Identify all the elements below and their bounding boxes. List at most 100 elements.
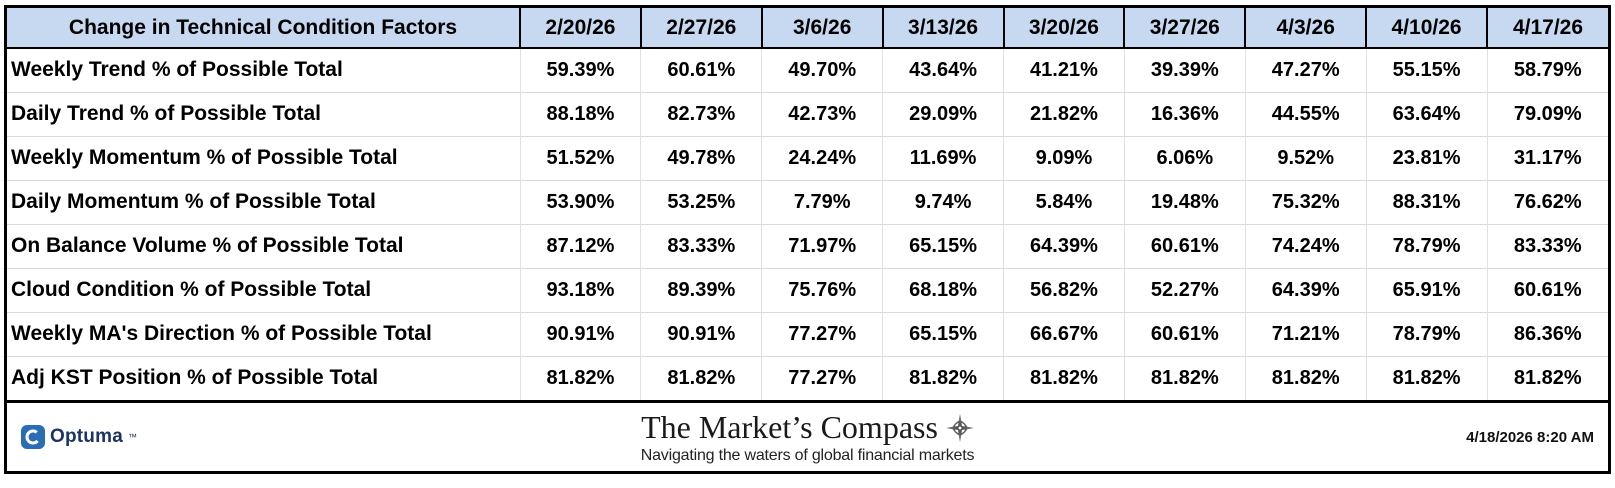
trademark-symbol: ™	[127, 432, 137, 442]
value-cell: 81.82%	[1123, 355, 1246, 400]
technical-condition-table: Change in Technical Condition Factors 2/…	[7, 8, 1608, 400]
value-cell: 9.74%	[882, 179, 1004, 224]
column-header-date: 4/3/26	[1244, 8, 1367, 49]
value-cell: 44.55%	[1244, 91, 1367, 136]
column-header-date: 3/20/26	[1002, 8, 1125, 49]
value-cell: 59.39%	[519, 48, 641, 92]
value-cell: 65.91%	[1365, 267, 1487, 312]
value-cell: 71.21%	[1244, 311, 1367, 356]
value-cell: 47.27%	[1244, 48, 1367, 92]
value-cell: 81.82%	[640, 355, 762, 400]
value-cell: 52.27%	[1123, 267, 1246, 312]
value-cell: 39.39%	[1123, 48, 1246, 92]
value-cell: 75.76%	[761, 267, 883, 312]
value-cell: 79.09%	[1486, 91, 1608, 136]
value-cell: 23.81%	[1365, 135, 1487, 180]
optuma-wordmark: Optuma	[50, 426, 123, 447]
value-cell: 65.15%	[882, 311, 1004, 356]
value-cell: 81.82%	[1365, 355, 1487, 400]
value-cell: 87.12%	[519, 223, 641, 268]
value-cell: 66.67%	[1003, 311, 1125, 356]
value-cell: 56.82%	[1003, 267, 1125, 312]
value-cell: 83.33%	[1486, 223, 1608, 268]
value-cell: 83.33%	[640, 223, 762, 268]
value-cell: 55.15%	[1365, 48, 1487, 92]
table-row: Weekly Trend % of Possible Total 59.39% 60…	[7, 48, 1608, 92]
value-cell: 51.52%	[519, 135, 641, 180]
value-cell: 90.91%	[519, 311, 641, 356]
column-header-date: 2/20/26	[519, 8, 641, 49]
table-row: Weekly MA's Direction % of Possible Tota…	[7, 311, 1608, 356]
footer-tagline: Navigating the waters of global financia…	[640, 447, 975, 464]
value-cell: 78.79%	[1365, 311, 1487, 356]
value-cell: 24.24%	[761, 135, 883, 180]
value-cell: 60.61%	[1123, 311, 1246, 356]
value-cell: 49.70%	[761, 48, 883, 92]
value-cell: 86.36%	[1486, 311, 1608, 356]
row-label: Cloud Condition % of Possible Total	[7, 267, 520, 312]
value-cell: 71.97%	[761, 223, 883, 268]
row-label: On Balance Volume % of Possible Total	[7, 223, 520, 268]
value-cell: 41.21%	[1003, 48, 1125, 92]
value-cell: 74.24%	[1244, 223, 1367, 268]
value-cell: 49.78%	[640, 135, 762, 180]
value-cell: 63.64%	[1365, 91, 1487, 136]
value-cell: 64.39%	[1244, 267, 1367, 312]
table-row: Weekly Momentum % of Possible Total 51.52…	[7, 135, 1608, 180]
optuma-logo: Optuma ™	[21, 425, 321, 449]
footer-center: The Market’s Compass Navigating the wate…	[321, 409, 1294, 465]
value-cell: 64.39%	[1003, 223, 1125, 268]
table-row: Adj KST Position % of Possible Total 81.8…	[7, 355, 1608, 400]
compass-rose-icon	[945, 413, 974, 442]
value-cell: 31.17%	[1486, 135, 1608, 180]
table-title: Change in Technical Condition Factors	[7, 8, 520, 49]
table-row: Cloud Condition % of Possible Total 93.18…	[7, 267, 1608, 312]
row-label: Weekly Momentum % of Possible Total	[7, 135, 520, 180]
value-cell: 53.90%	[519, 179, 641, 224]
row-label: Adj KST Position % of Possible Total	[7, 355, 520, 400]
row-label: Weekly MA's Direction % of Possible Tota…	[7, 311, 520, 356]
value-cell: 81.82%	[1003, 355, 1125, 400]
value-cell: 29.09%	[882, 91, 1004, 136]
value-cell: 9.52%	[1244, 135, 1367, 180]
value-cell: 6.06%	[1123, 135, 1246, 180]
table-row: Daily Trend % of Possible Total 88.18% 82.…	[7, 91, 1608, 136]
value-cell: 16.36%	[1123, 91, 1246, 136]
value-cell: 82.73%	[640, 91, 762, 136]
value-cell: 88.31%	[1365, 179, 1487, 224]
value-cell: 90.91%	[640, 311, 762, 356]
table-row: Daily Momentum % of Possible Total 53.90%…	[7, 179, 1608, 224]
value-cell: 58.79%	[1486, 48, 1608, 92]
column-header-date: 4/17/26	[1486, 8, 1608, 49]
row-label: Daily Momentum % of Possible Total	[7, 179, 520, 224]
footer: Optuma ™ The Market’s Compass Navigating…	[7, 400, 1608, 471]
value-cell: 68.18%	[882, 267, 1004, 312]
row-label: Weekly Trend % of Possible Total	[7, 48, 520, 92]
value-cell: 65.15%	[882, 223, 1004, 268]
table-row: On Balance Volume % of Possible Total 87.…	[7, 223, 1608, 268]
optuma-logo-icon	[21, 425, 45, 449]
value-cell: 76.62%	[1486, 179, 1608, 224]
column-header-date: 4/10/26	[1365, 8, 1487, 49]
timestamp: 4/18/2026 8:20 AM	[1466, 428, 1594, 446]
column-header-date: 2/27/26	[639, 8, 762, 49]
value-cell: 7.79%	[761, 179, 883, 224]
value-cell: 60.61%	[1123, 223, 1246, 268]
row-label: Daily Trend % of Possible Total	[7, 91, 520, 136]
value-cell: 81.82%	[519, 355, 641, 400]
value-cell: 19.48%	[1123, 179, 1246, 224]
value-cell: 60.61%	[1486, 267, 1608, 312]
value-cell: 11.69%	[882, 135, 1004, 180]
column-header-date: 3/27/26	[1123, 8, 1246, 49]
value-cell: 77.27%	[761, 355, 883, 400]
value-cell: 88.18%	[519, 91, 641, 136]
value-cell: 9.09%	[1003, 135, 1125, 180]
value-cell: 81.82%	[1244, 355, 1367, 400]
value-cell: 93.18%	[519, 267, 641, 312]
column-header-date: 3/13/26	[881, 8, 1004, 49]
table-header-row: Change in Technical Condition Factors 2/…	[7, 8, 1608, 49]
value-cell: 60.61%	[640, 48, 762, 92]
value-cell: 75.32%	[1244, 179, 1367, 224]
value-cell: 81.82%	[1486, 355, 1608, 400]
value-cell: 77.27%	[761, 311, 883, 356]
